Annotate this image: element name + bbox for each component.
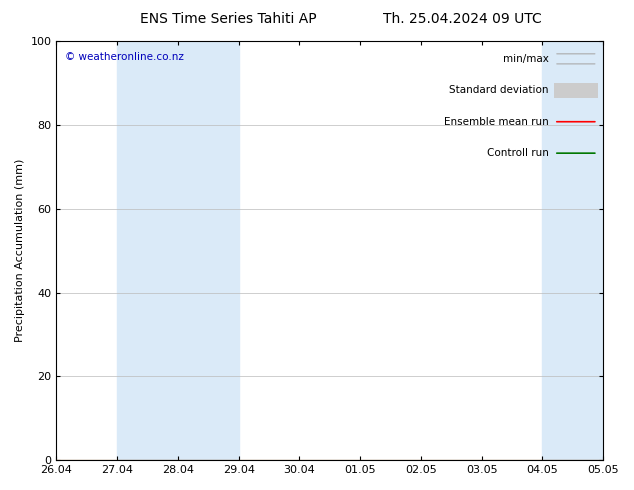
Text: Standard deviation: Standard deviation [449,85,548,95]
Text: © weatheronline.co.nz: © weatheronline.co.nz [65,51,183,62]
Text: min/max: min/max [503,54,548,64]
Bar [117,41,238,460]
Bar [543,41,633,460]
Bar [554,83,598,98]
Text: Th. 25.04.2024 09 UTC: Th. 25.04.2024 09 UTC [384,12,542,26]
Y-axis label: Precipitation Accumulation (mm): Precipitation Accumulation (mm) [15,159,25,343]
Text: ENS Time Series Tahiti AP: ENS Time Series Tahiti AP [140,12,316,26]
Text: Controll run: Controll run [487,148,548,158]
Text: Ensemble mean run: Ensemble mean run [444,117,548,127]
